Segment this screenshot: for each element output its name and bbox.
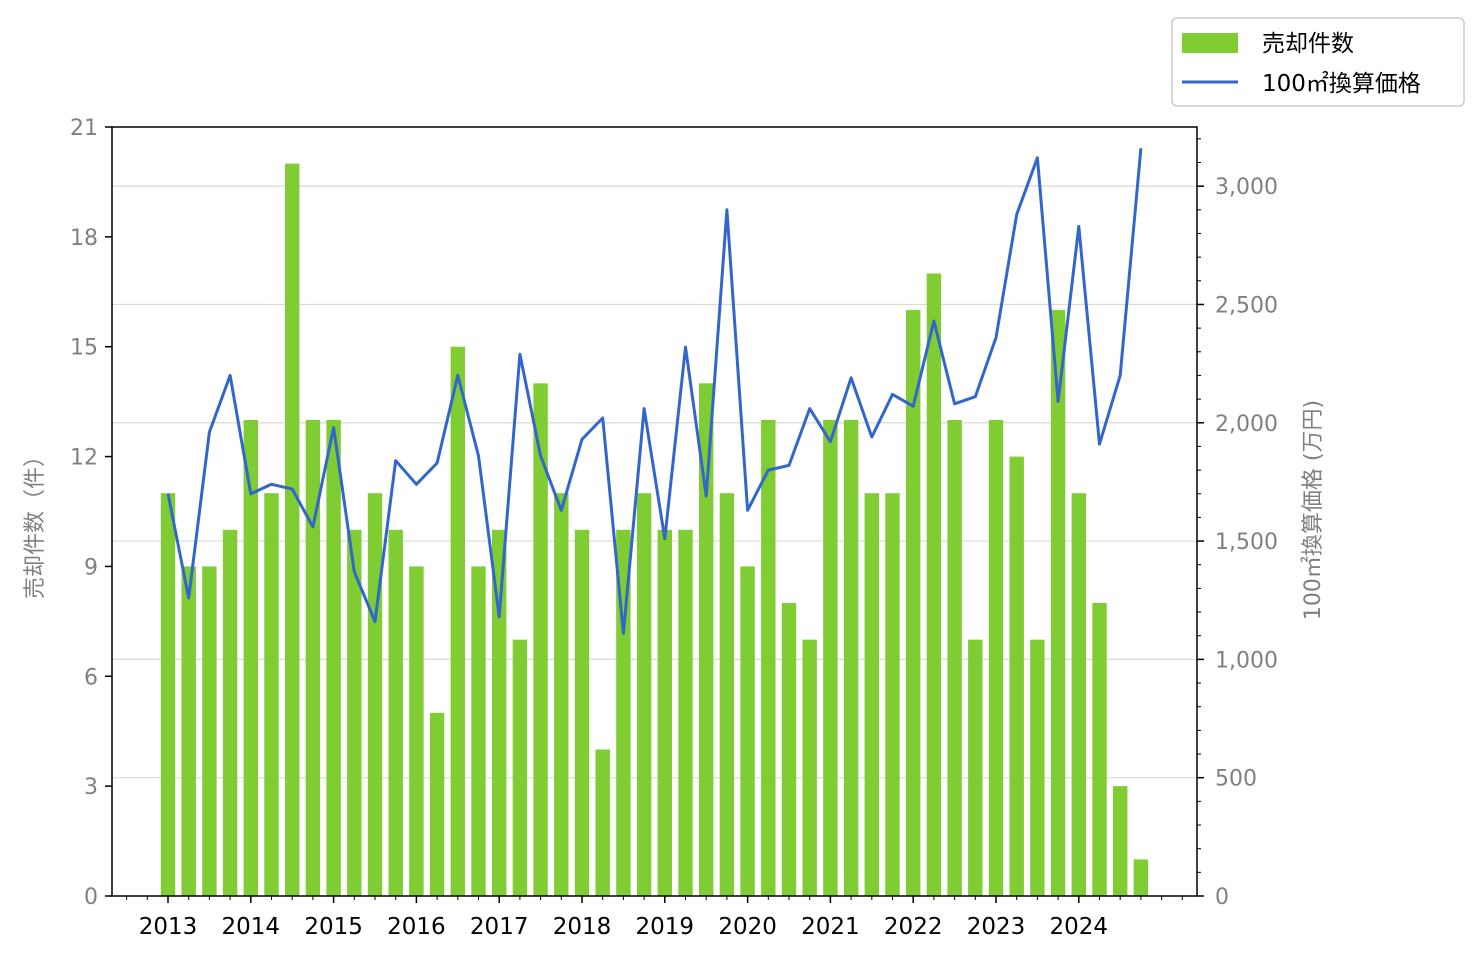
x-tick-label: 2013 (139, 914, 198, 940)
right-axis: 0 500 1,000 1,500 2,000 2,500 3,000 (1197, 138, 1278, 910)
left-tick-label: 3 (84, 775, 98, 800)
right-tick-label: 3,000 (1215, 175, 1278, 200)
left-axis-label: 売却件数（件） (23, 445, 48, 599)
bar (906, 310, 921, 897)
bar (1133, 859, 1149, 896)
x-tick-label: 2014 (222, 914, 281, 940)
bar (409, 566, 424, 896)
bar (1092, 603, 1107, 896)
bar (616, 529, 631, 896)
right-tick-label: 2,000 (1215, 412, 1278, 437)
x-tick-label: 2017 (470, 914, 529, 940)
bar (512, 639, 528, 896)
x-tick-label: 2019 (636, 914, 695, 940)
bar (347, 529, 362, 896)
bar (1113, 786, 1128, 896)
x-tick-label: 2024 (1050, 914, 1109, 940)
left-tick-label: 0 (84, 885, 98, 910)
right-tick-label: 1,000 (1215, 648, 1278, 673)
bar (285, 163, 300, 897)
bar (678, 529, 693, 896)
left-tick-label: 9 (84, 555, 98, 580)
bar (492, 529, 507, 896)
right-tick-label: 0 (1215, 885, 1229, 910)
bar (1030, 639, 1045, 896)
legend-box (1171, 17, 1465, 107)
bar (471, 566, 486, 896)
bar (388, 529, 403, 896)
x-tick-label: 2023 (967, 914, 1026, 940)
bar (367, 493, 383, 896)
bar (574, 529, 590, 896)
bar (1050, 310, 1066, 897)
bar-series (160, 163, 1149, 897)
bar (533, 383, 548, 896)
bar (699, 383, 714, 896)
x-tick-label: 2022 (884, 914, 943, 940)
bar (781, 603, 797, 896)
bar (719, 493, 735, 896)
price-line (166, 148, 1143, 635)
bar (947, 419, 962, 896)
bar (864, 493, 879, 896)
bar (1009, 456, 1024, 896)
bar (1071, 493, 1086, 896)
x-tick-label: 2015 (304, 914, 363, 940)
x-tick-label: 2020 (718, 914, 777, 940)
bar (843, 419, 859, 896)
legend-entry-line: 100㎡換算価格 (1262, 71, 1421, 97)
bar (429, 712, 445, 896)
x-tick-label: 2021 (801, 914, 860, 940)
bar (657, 529, 672, 896)
x-axis: 2013 2014 2015 2016 2017 2018 2019 2020 2021 2022… (126, 896, 1183, 940)
bar (305, 419, 321, 896)
legend-entry-bars: 売却件数 (1262, 31, 1354, 57)
bar (326, 419, 341, 896)
left-tick-label: 15 (70, 336, 98, 361)
left-tick-label: 12 (70, 446, 98, 471)
right-tick-label: 1,500 (1215, 530, 1278, 555)
bar (823, 419, 838, 896)
left-axis: 0 3 6 9 12 15 18 21 (70, 116, 112, 910)
legend-bar-swatch (1182, 33, 1238, 53)
x-tick-label: 2018 (553, 914, 612, 940)
bar (636, 493, 652, 896)
bar (968, 639, 983, 896)
bar (595, 749, 610, 896)
bar (243, 419, 258, 896)
bar (740, 566, 755, 896)
bar (222, 529, 238, 896)
right-tick-label: 500 (1215, 767, 1257, 792)
left-tick-label: 6 (84, 665, 98, 690)
bar (988, 419, 1004, 896)
right-axis-label: 100㎡換算価格 (万円) (1300, 400, 1326, 620)
bar (160, 493, 176, 896)
line-series (166, 148, 1143, 635)
legend: 売却件数 100㎡換算価格 (1171, 17, 1465, 107)
left-tick-label: 18 (70, 226, 98, 251)
bar (885, 493, 900, 896)
bar (181, 566, 196, 896)
bar (802, 639, 817, 896)
bar (554, 493, 569, 896)
bar (926, 273, 942, 896)
bar (202, 566, 217, 896)
bar (450, 346, 465, 896)
bar (761, 419, 776, 896)
left-tick-label: 21 (70, 116, 98, 141)
right-tick-label: 2,500 (1215, 293, 1278, 318)
bar (264, 493, 279, 896)
plot-frame (111, 126, 1198, 897)
x-tick-label: 2016 (387, 914, 446, 940)
